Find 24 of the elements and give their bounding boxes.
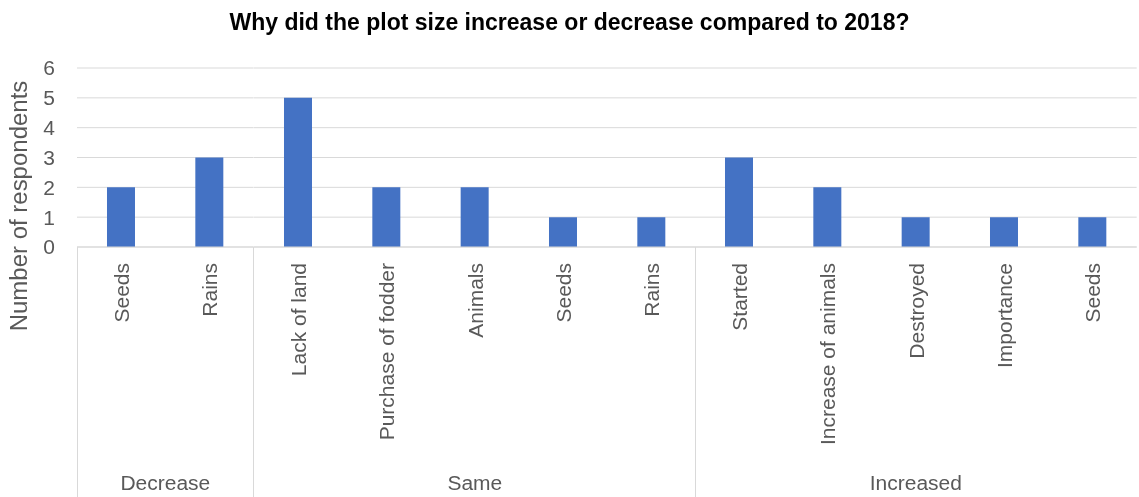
y-tick-label: 6 xyxy=(43,56,55,80)
x-axis-title: Decrease xyxy=(120,470,211,494)
y-tick-label: 4 xyxy=(43,116,56,140)
x-tick-label: Rains xyxy=(640,263,664,317)
chart-title: Why did the plot size increase or decrease compared to 2018? xyxy=(228,9,911,35)
y-tick-label: 3 xyxy=(43,145,55,169)
x-tick-label: Started xyxy=(728,263,752,331)
x-tick-label: Purchase of fodder xyxy=(375,262,399,441)
x-tick-label: Seeds xyxy=(110,263,134,323)
x-tick-label: Seeds xyxy=(551,263,575,323)
y-axis-title: Number of respondents xyxy=(5,80,32,332)
x-axis-title: Same xyxy=(447,470,502,494)
y-tick-label: 0 xyxy=(43,235,55,259)
x-tick-label: Rains xyxy=(198,263,222,317)
x-tick-label: Increase of animals xyxy=(816,263,840,445)
x-tick-label: Importance xyxy=(993,263,1017,368)
x-tick-label: Destroyed xyxy=(905,263,929,359)
y-tick-label: 2 xyxy=(43,175,55,199)
y-tick-label: 1 xyxy=(43,205,55,229)
x-tick-label: Animals xyxy=(463,263,487,338)
x-axis-title: Increased xyxy=(870,470,963,494)
x-tick-label: Lack of land xyxy=(286,263,310,377)
x-tick-label: Seeds xyxy=(1081,263,1105,323)
y-tick-label: 5 xyxy=(43,86,55,110)
